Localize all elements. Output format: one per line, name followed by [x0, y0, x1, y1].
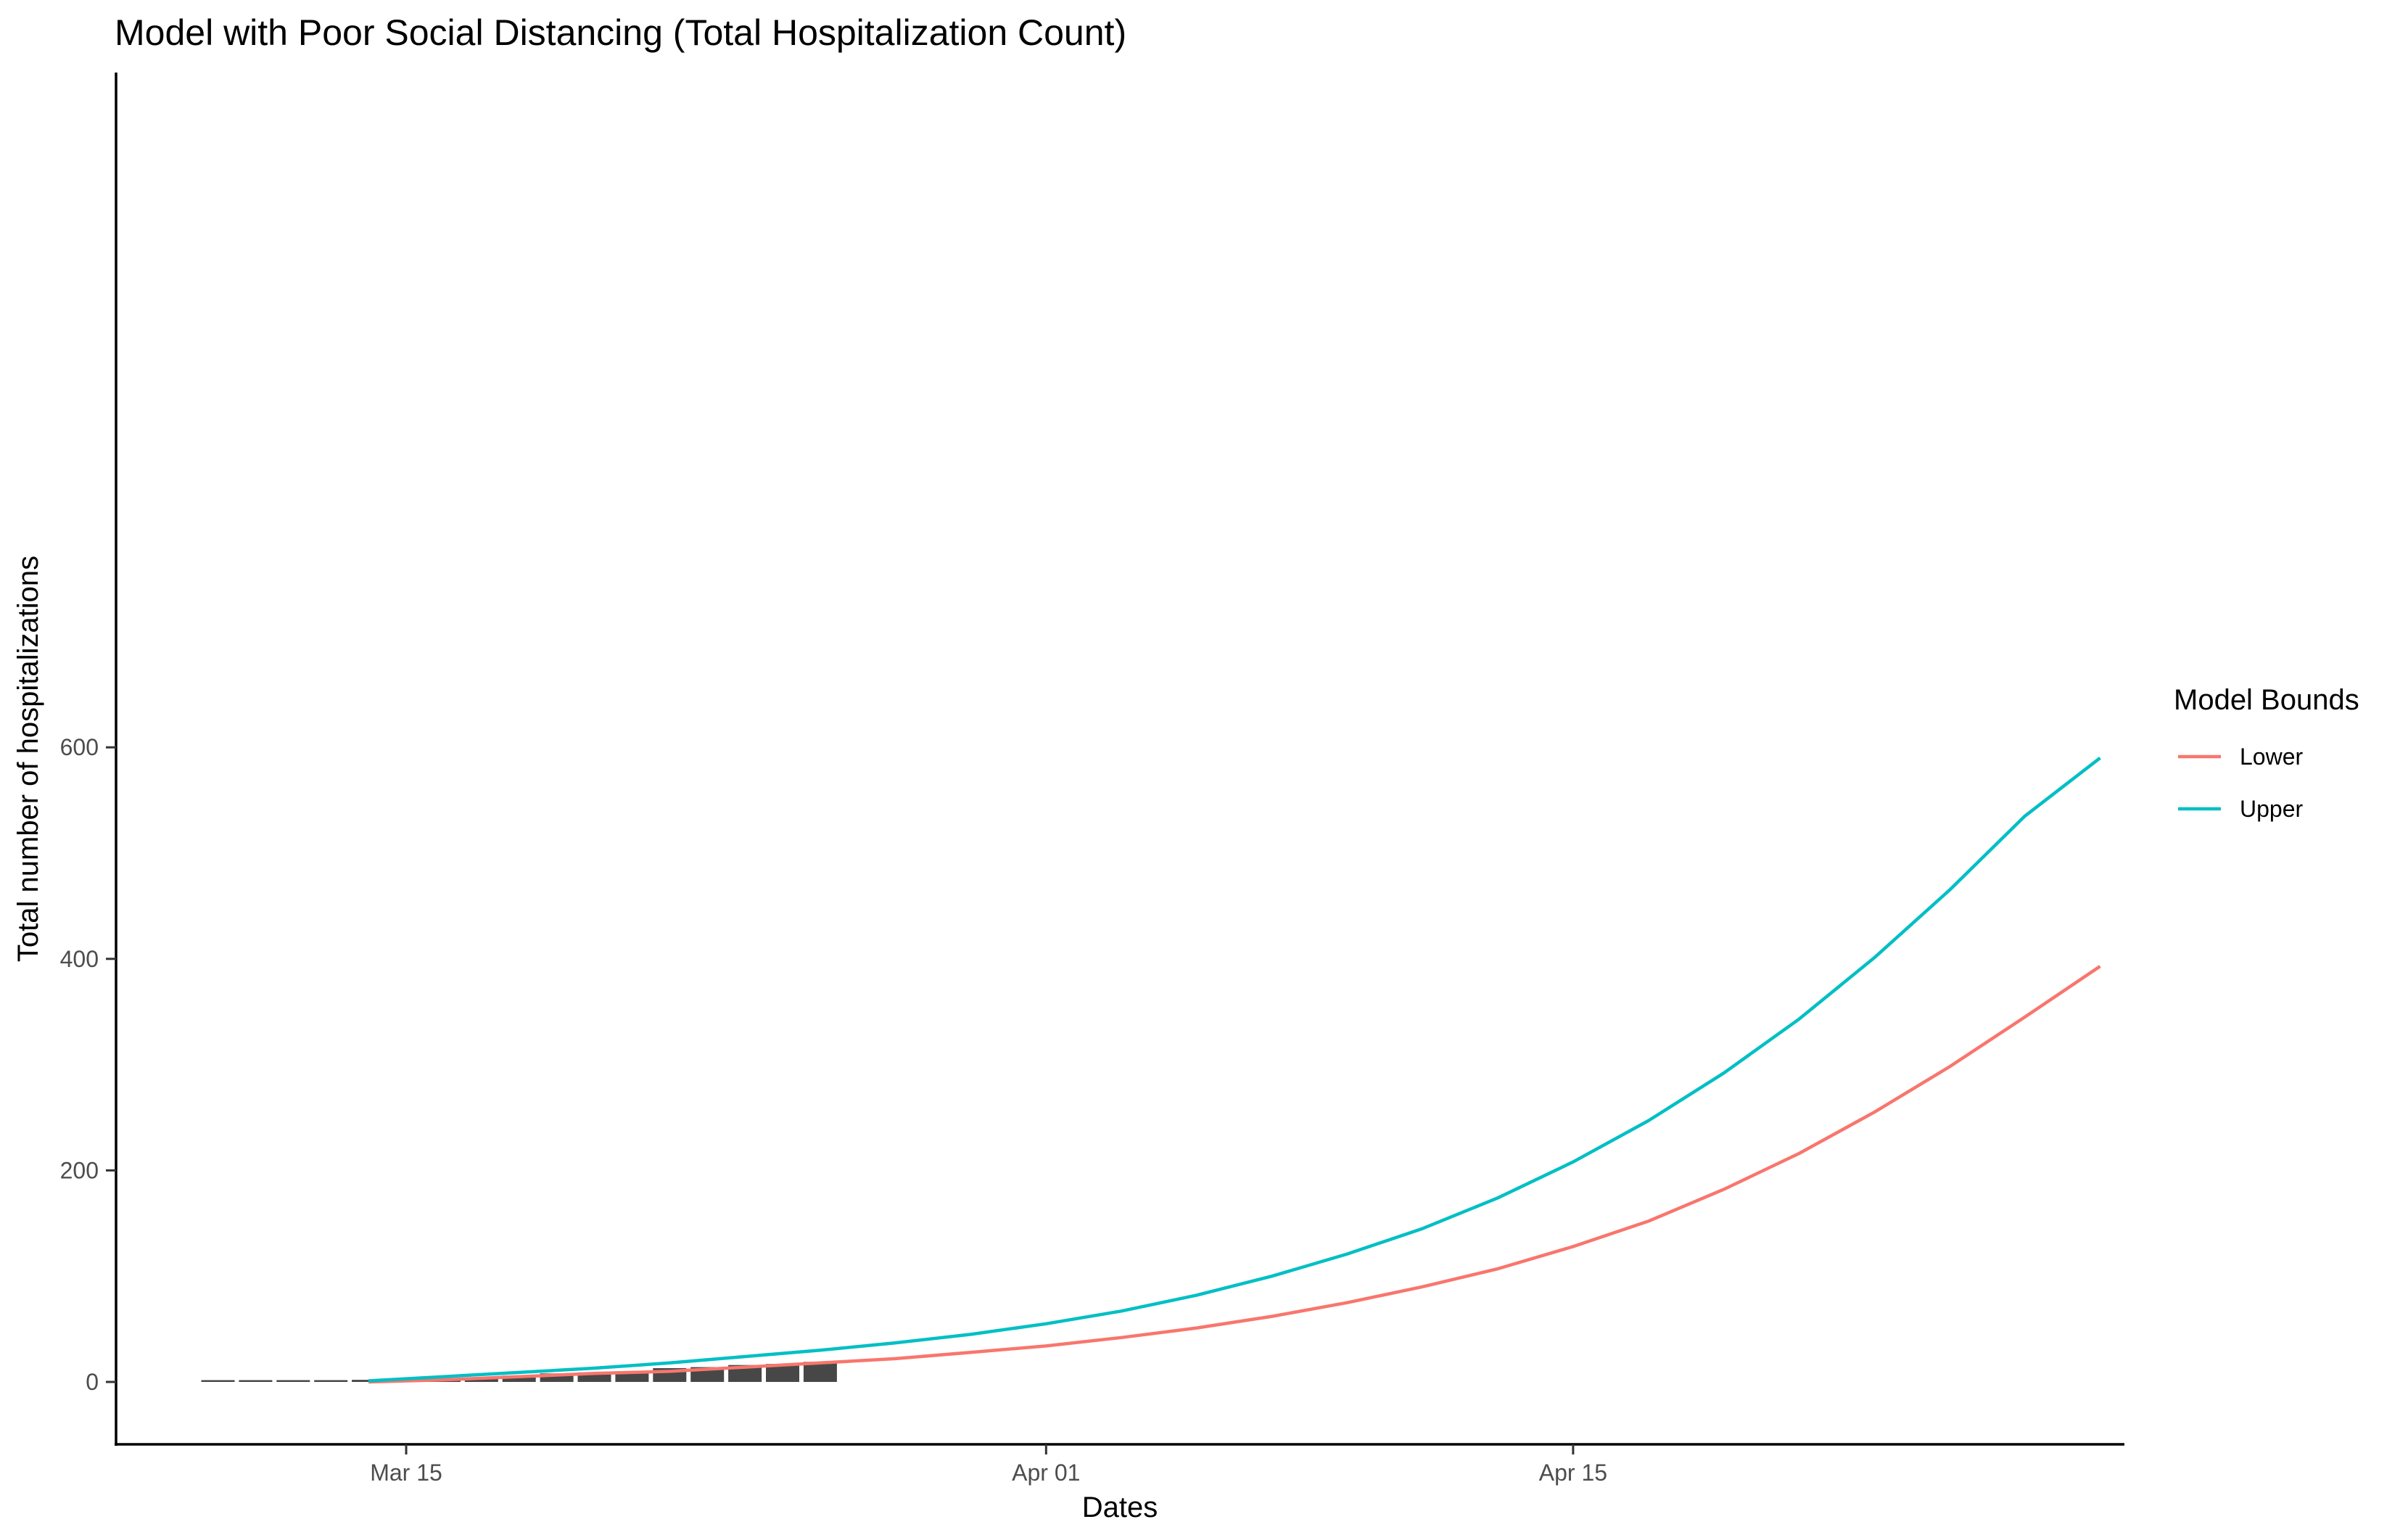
bar-14: [728, 1365, 762, 1382]
lines-layer: [368, 757, 2101, 1384]
y-tick-label-1: 200: [60, 1157, 99, 1183]
y-axis-ticks: 0 200 400 600: [60, 734, 116, 1395]
legend-label-upper: Upper: [2240, 796, 2304, 822]
plot-area: [201, 757, 2101, 1384]
bar-8: [502, 1375, 536, 1382]
x-tick-label-0: Mar 15: [370, 1460, 442, 1486]
bars-layer: [201, 1362, 837, 1382]
legend-items: Lower Upper: [2178, 744, 2304, 822]
x-tick-label-1: Apr 01: [1012, 1460, 1080, 1486]
bar-1: [239, 1380, 273, 1382]
legend: Model Bounds Lower Upper: [2174, 684, 2359, 822]
y-tick-label-0: 0: [86, 1369, 99, 1395]
legend-title: Model Bounds: [2174, 684, 2359, 716]
y-tick-label-3: 600: [60, 734, 99, 760]
series-line-lower: [368, 965, 2101, 1384]
x-axis-title: Dates: [1082, 1491, 1158, 1523]
chart-title: Model with Poor Social Distancing (Total…: [115, 12, 1126, 53]
y-axis-title: Total number of hospitalizations: [12, 556, 44, 962]
bar-9: [540, 1373, 574, 1382]
y-tick-label-2: 400: [60, 946, 99, 972]
x-axis-ticks: Mar 15 Apr 01 Apr 15: [370, 1444, 1607, 1486]
bar-0: [201, 1380, 235, 1382]
legend-label-lower: Lower: [2240, 744, 2304, 770]
bar-16: [803, 1362, 837, 1382]
x-tick-label-2: Apr 15: [1539, 1460, 1607, 1486]
bar-3: [314, 1380, 348, 1382]
series-line-upper: [368, 757, 2101, 1383]
bar-2: [276, 1380, 310, 1382]
